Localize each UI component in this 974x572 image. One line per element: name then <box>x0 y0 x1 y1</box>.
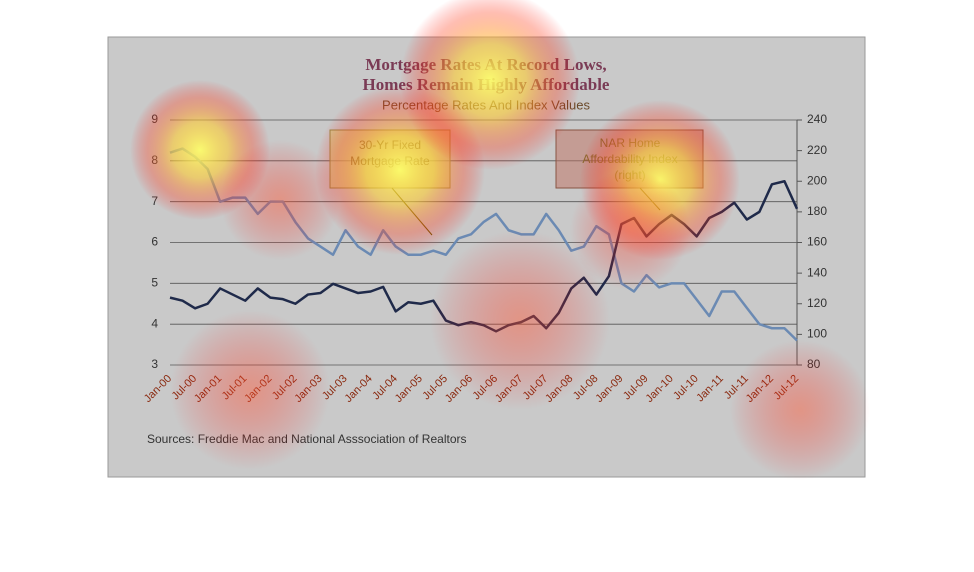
annotation: 30-Yr Fixed <box>359 138 421 152</box>
y-tick-label: 8 <box>151 153 158 167</box>
chart-title: Homes Remain Highly Affordable <box>363 75 610 94</box>
annotation: NAR Home <box>600 136 661 150</box>
source: Sources: Freddie Mac and National Asssoc… <box>147 432 467 446</box>
y-tick-label: 5 <box>151 276 158 290</box>
y-tick-label: 7 <box>151 194 158 208</box>
y2-tick-label: 240 <box>807 112 827 126</box>
y2-tick-label: 120 <box>807 296 827 310</box>
annotation: Affordability Index <box>582 152 677 166</box>
y2-tick-label: 220 <box>807 143 827 157</box>
annotation: (right) <box>614 168 645 182</box>
chart-title: Mortgage Rates At Record Lows, <box>365 55 606 74</box>
y2-tick-label: 80 <box>807 357 821 371</box>
y2-tick-label: 140 <box>807 265 827 279</box>
y2-tick-label: 100 <box>807 327 827 341</box>
y2-tick-label: 200 <box>807 173 827 187</box>
y-tick-label: 4 <box>151 316 158 330</box>
y-tick-label: 9 <box>151 112 158 126</box>
y-tick-label: 3 <box>151 357 158 371</box>
annotation: Mortgage Rate <box>350 154 430 168</box>
y-tick-label: 6 <box>151 235 158 249</box>
y2-tick-label: 160 <box>807 235 827 249</box>
y2-tick-label: 180 <box>807 204 827 218</box>
chart-subtitle: Percentage Rates And Index Values <box>382 97 590 112</box>
